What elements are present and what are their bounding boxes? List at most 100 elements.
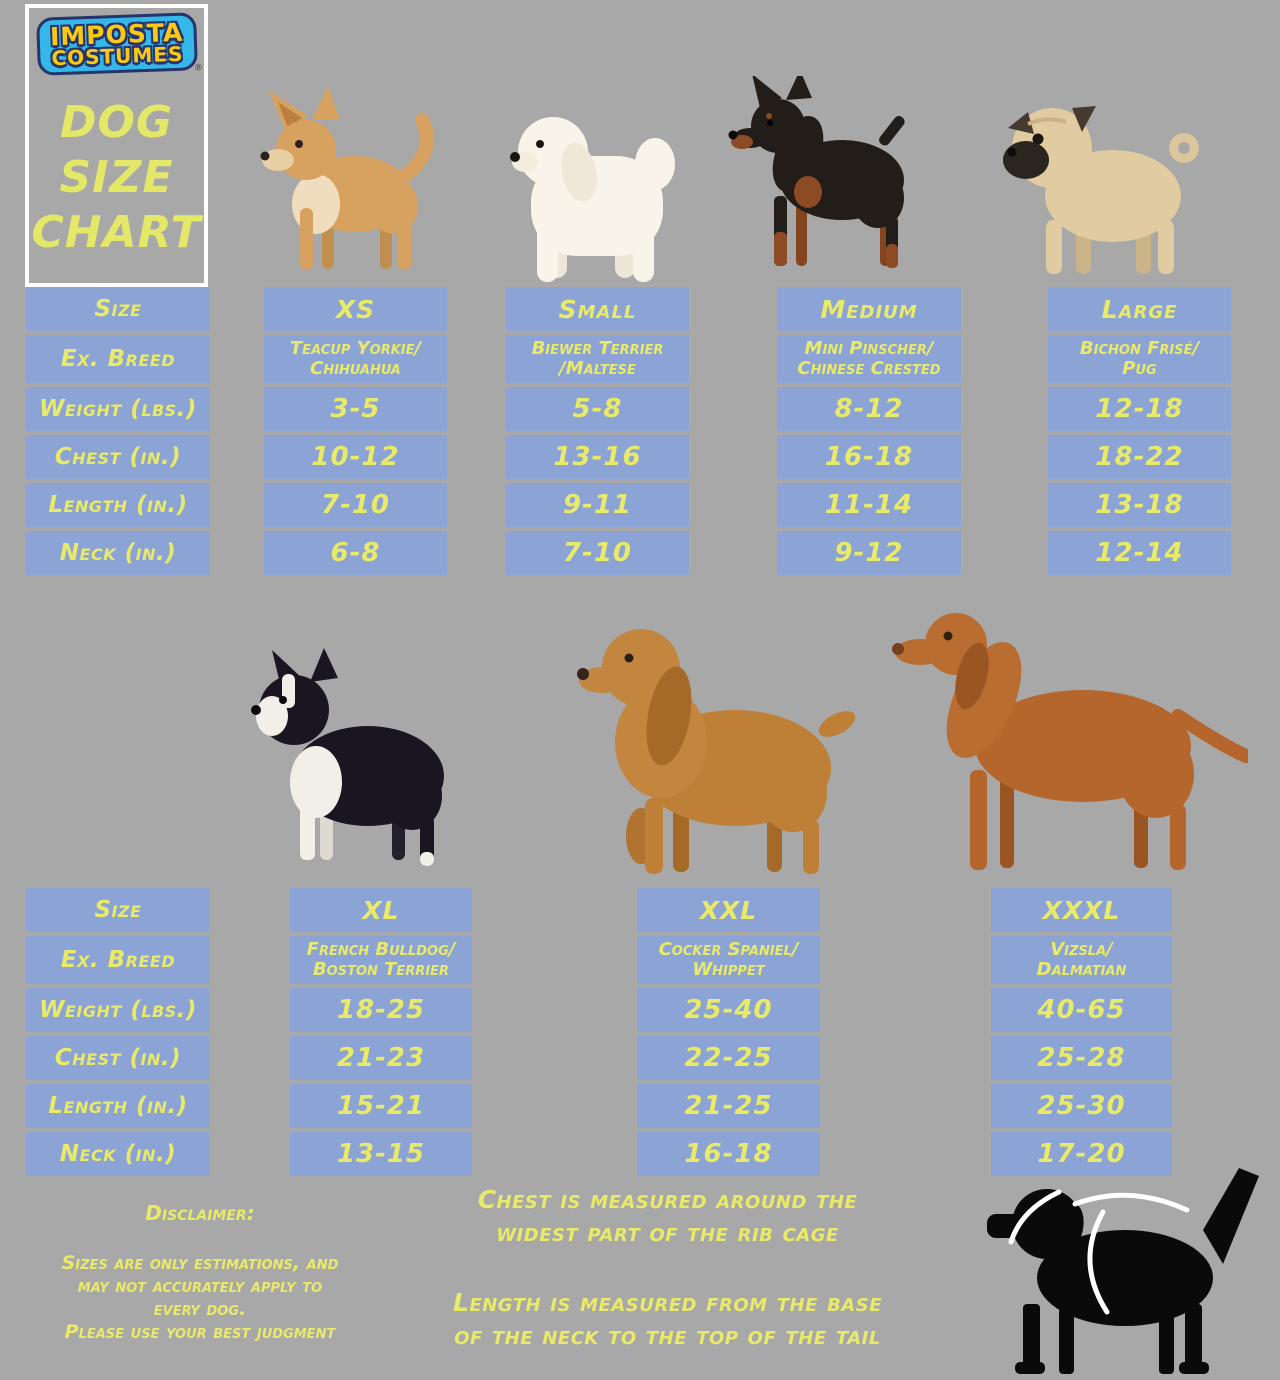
row-labels-column: Size Ex. Breed Weight (lbs.) Chest (in.)…	[26, 287, 210, 579]
registered-trademark-mark: ®	[193, 62, 203, 74]
breed-line: Boston Terrier	[312, 959, 450, 980]
chest-cell-xxxl: 25-28	[991, 1036, 1172, 1080]
row-labels-column-2: Size Ex. Breed Weight (lbs.) Chest (in.)…	[26, 888, 210, 1180]
breed-line: French Bulldog/	[306, 938, 456, 960]
disclaimer-line: may not accurately apply to	[77, 1275, 323, 1297]
chest-cell-small: 13-16	[506, 435, 689, 479]
disclaimer-line: every dog.	[153, 1298, 247, 1320]
imposta-costumes-logo: IMPOSTA COSTUMES ®	[35, 12, 203, 76]
row-label-length: Length (in.)	[26, 483, 210, 527]
weight-cell-small: 5-8	[506, 387, 689, 431]
neck-cell-xxxl: 17-20	[991, 1132, 1172, 1176]
breed-line: Pug	[1122, 358, 1157, 379]
mini-pinscher-photo	[728, 76, 905, 268]
disclaimer-block: Disclaimer: Sizes are only estimations, …	[8, 1202, 392, 1344]
row-label-weight: Weight (lbs.)	[26, 387, 210, 431]
breed-cell-xs: Teacup Yorkie/ Chihuahua	[264, 335, 447, 383]
maltese-photo	[510, 117, 675, 282]
breed-line: /Maltese	[559, 358, 636, 379]
breed-cell-xl: French Bulldog/ Boston Terrier	[290, 936, 472, 984]
chest-measurement-note: Chest is measured around the widest part…	[385, 1183, 950, 1249]
note-line: Length is measured from the base	[452, 1288, 882, 1317]
column-xxl: XXL Cocker Spaniel/ Whippet 25-40 22-25 …	[637, 888, 820, 1180]
pug-photo	[1003, 106, 1199, 274]
size-header-xxxl: XXXL	[991, 888, 1172, 932]
row-label-neck: Neck (in.)	[26, 531, 210, 575]
disclaimer-line: Sizes are only estimations, and	[61, 1252, 339, 1274]
neck-measure-line	[1008, 1189, 1062, 1245]
measurement-diagram-dog-silhouette	[987, 1168, 1259, 1374]
title-line-dog: DOG	[59, 96, 174, 148]
chest-cell-xs: 10-12	[264, 435, 447, 479]
weight-cell-xxl: 25-40	[637, 988, 820, 1032]
length-cell-small: 9-11	[506, 483, 689, 527]
breed-cell-xxxl: Vizsla/ Dalmatian	[991, 936, 1172, 984]
neck-cell-large: 12-14	[1048, 531, 1231, 575]
weight-cell-xl: 18-25	[290, 988, 472, 1032]
chest-cell-medium: 16-18	[777, 435, 961, 479]
breed-line: Teacup Yorkie/	[289, 337, 422, 359]
row-label-weight: Weight (lbs.)	[26, 988, 210, 1032]
size-header-xl: XL	[290, 888, 472, 932]
size-header-medium: Medium	[777, 287, 961, 331]
note-line: Chest is measured around the	[477, 1185, 858, 1214]
chest-cell-large: 18-22	[1048, 435, 1231, 479]
weight-cell-medium: 8-12	[777, 387, 961, 431]
title-line-size: SIZE	[59, 151, 174, 203]
row-label-breed: Ex. Breed	[26, 335, 210, 383]
length-cell-large: 13-18	[1048, 483, 1231, 527]
column-xxxl: XXXL Vizsla/ Dalmatian 40-65 25-28 25-30…	[991, 888, 1172, 1180]
row-label-length: Length (in.)	[26, 1084, 210, 1128]
chihuahua-photo	[260, 86, 434, 270]
cocker-spaniel-photo	[577, 629, 856, 874]
breed-line: Bichon Frisé/	[1079, 337, 1200, 359]
size-header-large: Large	[1048, 287, 1231, 331]
column-medium: Medium Mini Pinscher/ Chinese Crested 8-…	[777, 287, 961, 579]
chest-cell-xxl: 22-25	[637, 1036, 820, 1080]
size-header-small: Small	[506, 287, 689, 331]
weight-cell-xs: 3-5	[264, 387, 447, 431]
page-title: DOG SIZE CHART	[29, 95, 204, 260]
breed-cell-xxl: Cocker Spaniel/ Whippet	[637, 936, 820, 984]
breed-line: Mini Pinscher/	[804, 337, 934, 359]
length-cell-xs: 7-10	[264, 483, 447, 527]
neck-cell-medium: 9-12	[777, 531, 961, 575]
size-header-xs: XS	[264, 287, 447, 331]
vizsla-photo	[892, 613, 1248, 870]
breed-line: Dalmatian	[1036, 959, 1127, 980]
length-cell-xxxl: 25-30	[991, 1084, 1172, 1128]
note-line: of the neck to the top of the tail	[454, 1321, 881, 1350]
length-cell-medium: 11-14	[777, 483, 961, 527]
breed-line: Whippet	[692, 959, 765, 980]
chest-measure-line	[1087, 1209, 1110, 1315]
length-cell-xxl: 21-25	[637, 1084, 820, 1128]
row-label-breed: Ex. Breed	[26, 936, 210, 984]
column-small: Small Biewer Terrier /Maltese 5-8 13-16 …	[506, 287, 689, 579]
breed-cell-medium: Mini Pinscher/ Chinese Crested	[777, 335, 961, 383]
column-xs: XS Teacup Yorkie/ Chihuahua 3-5 10-12 7-…	[264, 287, 447, 579]
size-header-xxl: XXL	[637, 888, 820, 932]
row-label-chest: Chest (in.)	[26, 435, 210, 479]
neck-cell-small: 7-10	[506, 531, 689, 575]
disclaimer-line: Please use your best judgment	[64, 1321, 336, 1343]
column-xl: XL French Bulldog/ Boston Terrier 18-25 …	[290, 888, 472, 1180]
length-measure-line	[1072, 1192, 1190, 1213]
note-line: widest part of the rib cage	[496, 1218, 839, 1247]
chest-cell-xl: 21-23	[290, 1036, 472, 1080]
breed-line: Biewer Terrier	[531, 337, 664, 359]
logo-word-costumes: COSTUMES	[50, 41, 184, 71]
breed-cell-large: Bichon Frisé/ Pug	[1048, 335, 1231, 383]
row-label-size: Size	[26, 888, 210, 932]
title-line-chart: CHART	[31, 206, 202, 258]
neck-cell-xl: 13-15	[290, 1132, 472, 1176]
breed-line: Chinese Crested	[797, 358, 941, 379]
neck-cell-xs: 6-8	[264, 531, 447, 575]
length-measurement-note: Length is measured from the base of the …	[385, 1286, 950, 1352]
breed-line: Vizsla/	[1050, 938, 1113, 960]
column-large: Large Bichon Frisé/ Pug 12-18 18-22 13-1…	[1048, 287, 1231, 579]
row-label-size: Size	[26, 287, 210, 331]
breed-cell-small: Biewer Terrier /Maltese	[506, 335, 689, 383]
breed-line: Cocker Spaniel/	[658, 938, 799, 960]
weight-cell-large: 12-18	[1048, 387, 1231, 431]
